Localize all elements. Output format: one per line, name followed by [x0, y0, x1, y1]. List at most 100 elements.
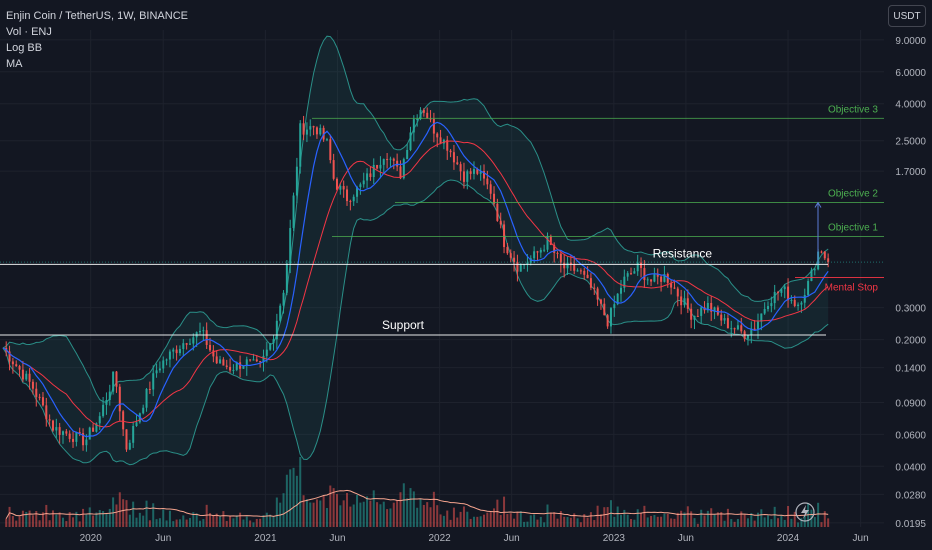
candle-body [733, 328, 736, 330]
candle-body [432, 118, 435, 134]
candle-body [315, 127, 318, 135]
candle-body [469, 171, 472, 174]
volume-bar [773, 506, 776, 527]
candle-body [536, 251, 539, 253]
volume-bar [78, 521, 81, 527]
candle-body [229, 366, 232, 371]
candle-body [616, 293, 619, 305]
volume-bar [650, 515, 653, 527]
volume-bar [770, 519, 773, 527]
candle-body [402, 159, 405, 179]
lightning-icon[interactable] [795, 502, 815, 522]
volume-bar [392, 502, 395, 527]
candle-body [496, 203, 499, 221]
volume-bar [780, 514, 783, 527]
candle-body [693, 315, 696, 320]
volume-bar [556, 518, 559, 527]
volume-bar [212, 514, 215, 527]
candle-body [309, 126, 312, 130]
candle-body [756, 321, 759, 330]
volume-bar [442, 515, 445, 527]
volume-bar [222, 511, 225, 527]
legend-volume[interactable]: Vol · ENJ [6, 26, 52, 38]
candle-body [232, 369, 235, 371]
candle-body [546, 235, 549, 250]
candle-body [272, 339, 275, 344]
candle-body [800, 302, 803, 305]
legend-symbol[interactable]: Enjin Coin / TetherUS, 1W, BINANCE [6, 10, 188, 22]
candle-body [559, 253, 562, 263]
candle-body [95, 423, 98, 432]
y-tick-label: 2.5000 [895, 137, 926, 148]
price-axis [884, 0, 932, 550]
y-tick-label: 0.3000 [895, 304, 926, 315]
volume-bar [827, 518, 830, 527]
candle-body [108, 391, 111, 400]
volume-bar [399, 492, 402, 527]
candle-body [483, 171, 486, 179]
candle-body [8, 351, 11, 362]
legend-ma[interactable]: MA [6, 58, 23, 70]
candle-body [696, 315, 699, 317]
candle-body [399, 166, 402, 179]
candle-body [165, 359, 168, 361]
volume-bar [519, 511, 522, 527]
candle-body [125, 429, 128, 450]
volume-bar [21, 510, 24, 527]
candle-body [576, 270, 579, 272]
volume-bars [5, 457, 830, 527]
candle-body [142, 407, 145, 414]
volume-bar [613, 516, 616, 527]
candle-body [158, 368, 161, 371]
volume-bar [436, 505, 439, 527]
candle-body [479, 171, 482, 174]
candle-body [215, 356, 218, 364]
candle-body [790, 300, 793, 302]
candle-body [506, 247, 509, 254]
chart-legend: Enjin Coin / TetherUS, 1W, BINANCE Vol ·… [6, 8, 188, 72]
level-label: Objective 3 [828, 104, 878, 115]
candle-body [302, 123, 305, 135]
volume-bar [165, 520, 168, 527]
candle-body [753, 328, 756, 330]
volume-bar [723, 520, 726, 527]
volume-bar [329, 485, 332, 527]
volume-bar [312, 502, 315, 527]
candle-body [28, 373, 31, 382]
volume-bar [386, 509, 389, 527]
volume-bar [663, 513, 666, 527]
candle-body [235, 362, 238, 370]
level-label: Mental Stop [825, 282, 879, 293]
x-tick-label: Jun [678, 533, 694, 544]
y-tick-label: 1.7000 [895, 167, 926, 178]
volume-bar [82, 508, 85, 527]
candle-body [636, 262, 639, 272]
candle-body [349, 201, 352, 203]
volume-bar [573, 513, 576, 527]
candle-body [419, 109, 422, 119]
volume-bar [426, 502, 429, 527]
volume-bar [142, 515, 145, 527]
currency-button[interactable]: USDT [888, 5, 926, 27]
volume-bar [636, 509, 639, 527]
volume-bar [282, 493, 285, 527]
volume-bar [543, 522, 546, 527]
legend-bb[interactable]: Log BB [6, 42, 43, 54]
candle-body [205, 330, 208, 345]
candle-body [476, 169, 479, 174]
candle-body [680, 296, 683, 306]
candle-body [62, 431, 65, 435]
candle-body [148, 388, 151, 390]
volume-bar [693, 518, 696, 527]
candle-body [239, 362, 242, 369]
volume-bar [205, 504, 208, 527]
candle-body [372, 164, 375, 177]
candle-body [730, 328, 733, 330]
x-tick-label: Jun [853, 533, 869, 544]
candle-body [763, 309, 766, 314]
level-label: Resistance [653, 246, 713, 260]
candle-body [446, 139, 449, 151]
volume-bar [202, 519, 205, 527]
volume-bar [583, 514, 586, 527]
